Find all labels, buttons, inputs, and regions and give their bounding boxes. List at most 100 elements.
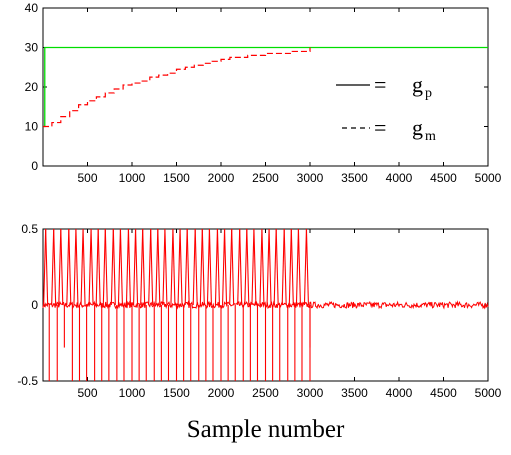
residual-spike-down (135, 228, 139, 306)
top-xtick-label: 3000 (297, 171, 324, 185)
legend: = g p = g m (336, 72, 436, 144)
residual-spike-down (268, 228, 272, 306)
residual-spike-down (239, 228, 243, 306)
residual-spike-down (208, 228, 212, 306)
top-plot-series (43, 46, 488, 128)
residual-spike-up (214, 228, 218, 306)
top-xtick-label: 5000 (475, 171, 502, 185)
residual-spike-up (184, 228, 188, 306)
residual-spike-up (102, 228, 106, 306)
residual-spike-up (199, 228, 203, 306)
residual-spike-up (58, 228, 62, 306)
bottom-xtick-label: 4000 (386, 386, 413, 400)
residual-spike-down (261, 228, 265, 306)
legend-equals-gm: = (374, 115, 386, 140)
residual-spike-up (206, 228, 210, 306)
top-ytick-label: 40 (25, 1, 39, 15)
bottom-xtick-label: 5000 (475, 386, 502, 400)
bottom-plot-series (42, 228, 489, 381)
bottom-ytick-label: -0.5 (17, 374, 38, 388)
residual-spike-down (45, 228, 49, 306)
residual-spike-up (148, 228, 152, 306)
top-ytick-label: 30 (25, 41, 39, 55)
residual-spike-up (43, 228, 47, 306)
residual-spike-up (222, 228, 226, 306)
residual-spike-up (177, 228, 181, 306)
residual-spike-down (68, 228, 72, 306)
legend-equals-gp: = (374, 72, 386, 97)
residual-spike-down (157, 228, 161, 306)
x-axis-label: Sample number (187, 416, 345, 443)
residual-spike-up (133, 228, 137, 306)
residual-spike-up (281, 228, 285, 306)
residual-spike-up (237, 228, 241, 306)
residual-spike-down (179, 228, 183, 306)
series-gm-line (43, 47, 311, 128)
residual-spike-up (251, 228, 255, 306)
residual-spike-up (66, 228, 70, 306)
residual-spike-up (110, 228, 114, 306)
top-xtick-label: 1000 (119, 171, 146, 185)
residual-spike-down (194, 228, 198, 306)
residual-spike-up (95, 228, 99, 306)
top-ytick-label: 0 (31, 159, 38, 173)
residual-spike-up (140, 228, 144, 306)
bottom-xtick-label: 1500 (163, 386, 190, 400)
residual-spike-up (170, 228, 174, 306)
residual-spike-up (229, 228, 233, 306)
residual-spike-down (297, 228, 301, 306)
residual-spike-down (90, 228, 94, 306)
residual-spike-down (253, 228, 257, 306)
residual-spike-down (164, 228, 168, 306)
residual-spike-down (119, 228, 123, 306)
residual-spike-up (192, 228, 196, 306)
residual-spike-down (60, 228, 64, 306)
top-xtick-label: 2000 (208, 171, 235, 185)
legend-label-gp: g (412, 72, 423, 97)
residual-spike-down (82, 228, 86, 306)
top-xtick-label: 3500 (341, 171, 368, 185)
residual-spike-up (288, 228, 292, 306)
bottom-plot: 500 1000 1500 2000 2500 3000 3500 4000 4500 5000 -… (17, 222, 501, 400)
residual-spike-up (273, 228, 277, 306)
residual-spike-down (112, 228, 116, 306)
bottom-xtick-label: 3500 (341, 386, 368, 400)
residual-spike-down (53, 228, 57, 306)
legend-subscript-m: m (425, 129, 436, 144)
residual-spike-up (51, 228, 55, 306)
legend-subscript-p: p (425, 86, 432, 101)
residual-spike-down (216, 228, 220, 306)
top-xtick-label: 4500 (430, 171, 457, 185)
top-plot: 500 1000 1500 2000 2500 3000 3500 4000 4500 5000 0… (25, 1, 502, 185)
residual-spike-up (88, 228, 92, 306)
top-xtick-label: 1500 (163, 171, 190, 185)
top-ytick-label: 10 (25, 120, 39, 134)
residual-spike-up (80, 228, 84, 306)
residual-spike-down (224, 228, 228, 306)
residual-spike-down (75, 228, 79, 306)
bottom-plot-ticks: 500 1000 1500 2000 2500 3000 3500 4000 4500 5000 -… (17, 222, 501, 400)
bottom-xtick-label: 1000 (119, 386, 146, 400)
top-plot-ticks: 500 1000 1500 2000 2500 3000 3500 4000 4500 5000 0… (25, 1, 502, 185)
residual-spike-up (125, 228, 129, 306)
residual-spike-down (275, 228, 279, 306)
residual-spike-down (283, 228, 287, 306)
residual-spike-down (201, 228, 205, 306)
bottom-ytick-label: 0 (31, 298, 38, 312)
bottom-xtick-label: 4500 (430, 386, 457, 400)
top-xtick-label: 4000 (386, 171, 413, 185)
residual-spike-down (127, 228, 131, 306)
residual-spike-up (73, 228, 77, 306)
residual-spike-down (231, 228, 235, 306)
residual-spike-down (305, 228, 309, 306)
residual-spike-down (150, 228, 154, 306)
top-xtick-label: 500 (77, 171, 97, 185)
top-xtick-label: 2500 (252, 171, 279, 185)
legend-label-gm: g (412, 115, 423, 140)
bottom-ytick-label: 0.5 (21, 222, 38, 236)
residual-spike-up (259, 228, 263, 306)
bottom-xtick-label: 2500 (252, 386, 279, 400)
bottom-xtick-label: 2000 (208, 386, 235, 400)
residual-spike-down (97, 228, 101, 306)
residual-spike-down (172, 228, 176, 306)
